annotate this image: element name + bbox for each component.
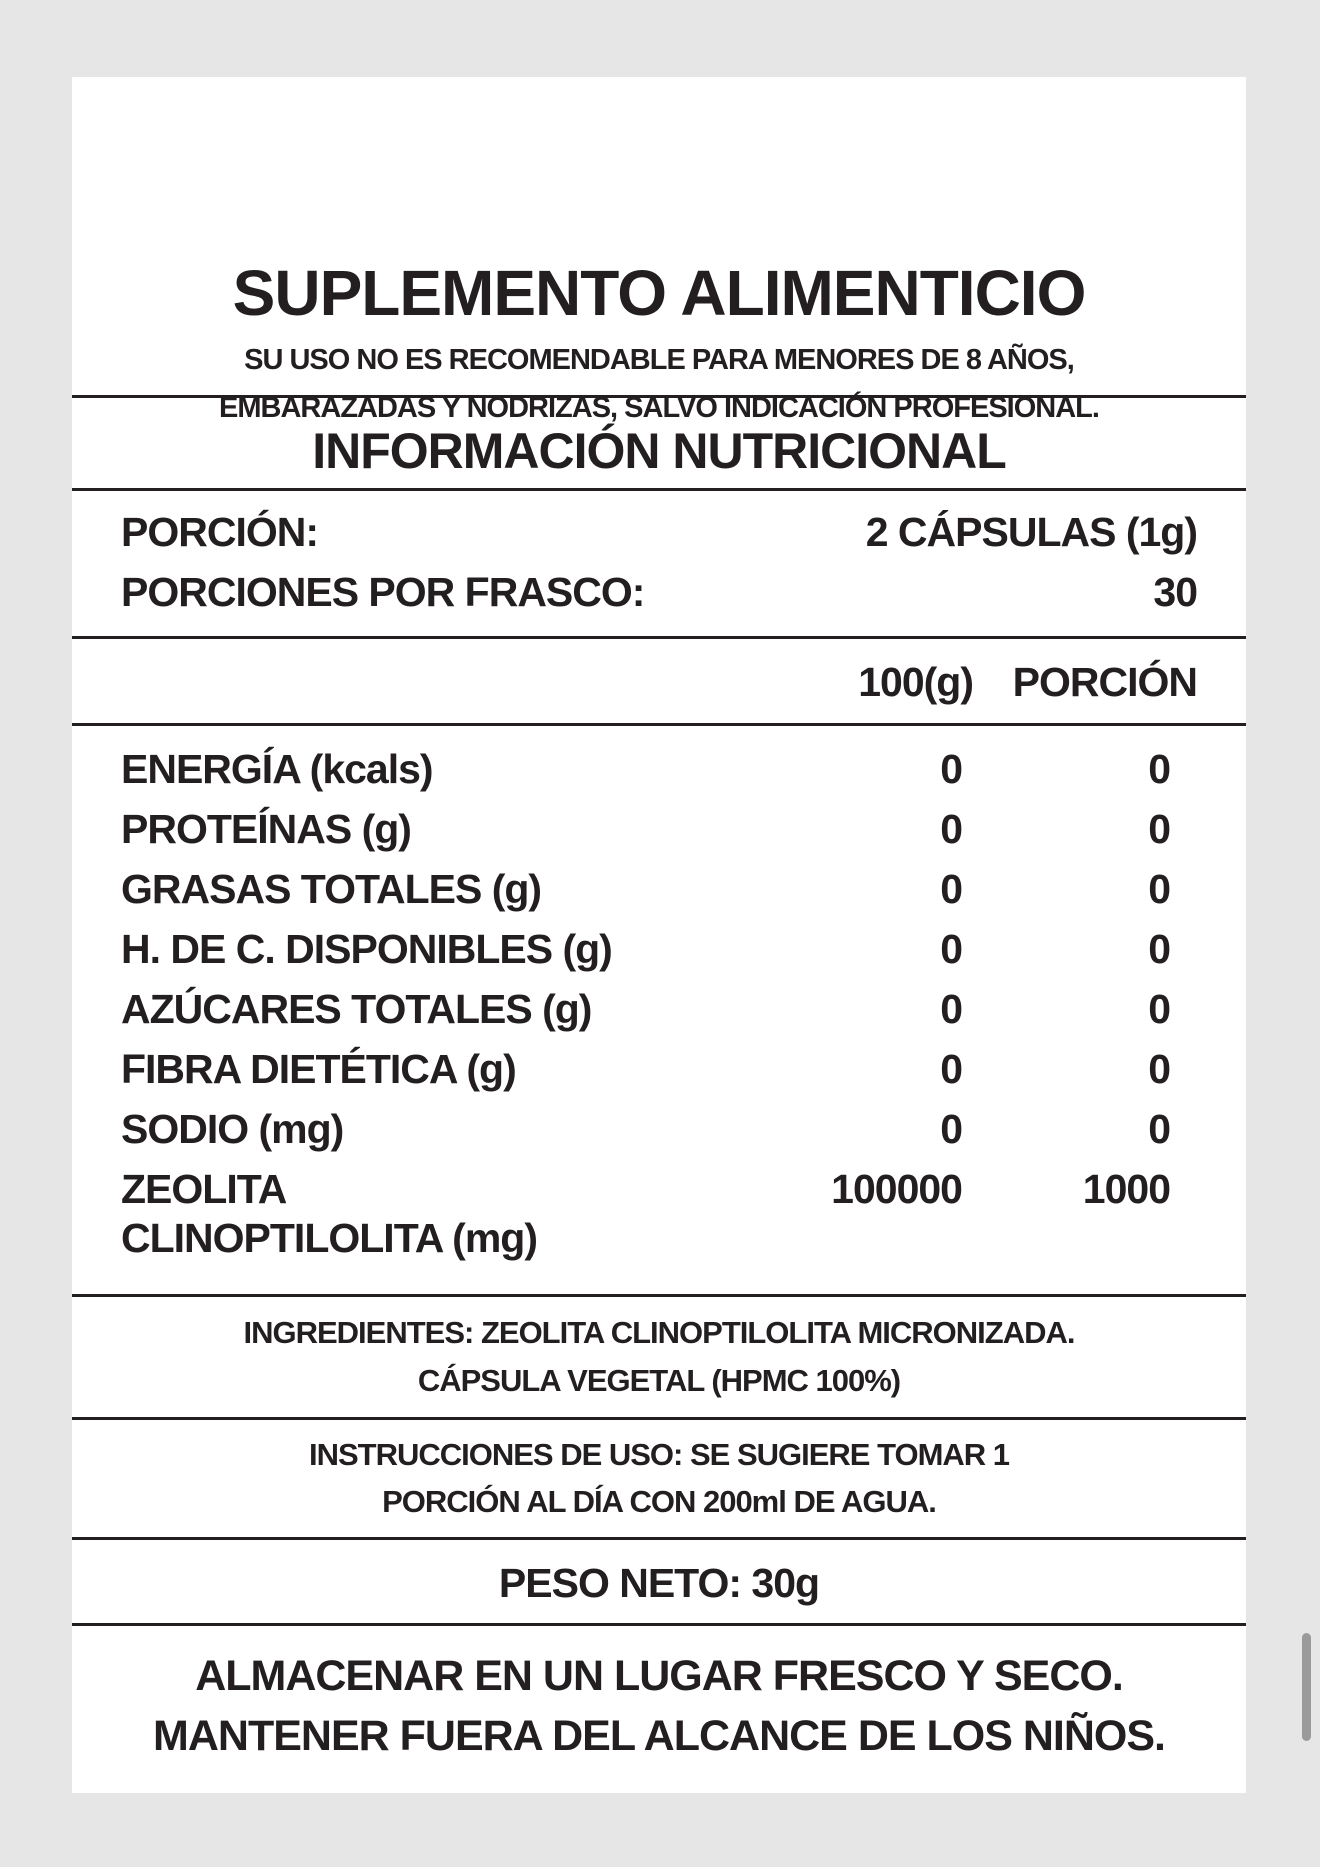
- nutrient-value-100g: 0: [940, 746, 963, 792]
- label-title: SUPLEMENTO ALIMENTICIO: [232, 257, 1087, 329]
- nutrient-label: AZÚCARES TOTALES (g): [121, 986, 592, 1032]
- ingredients-line: CÁPSULA VEGETAL (HPMC 100%): [417, 1363, 901, 1398]
- nutrient-value-100g: 0: [940, 866, 963, 912]
- nutrient-value-100g: 0: [940, 926, 963, 972]
- nutrition-label: SUPLEMENTO ALIMENTICIO SU USO NO ES RECO…: [72, 77, 1246, 1793]
- nutrient-value-portion: 0: [1148, 866, 1171, 912]
- nutrition-title: INFORMACIÓN NUTRICIONAL: [312, 423, 1007, 479]
- nutrient-label: SODIO (mg): [121, 1106, 344, 1152]
- warning-line: SU USO NO ES RECOMENDABLE PARA MENORES D…: [244, 344, 1075, 376]
- column-header-portion: PORCIÓN: [1012, 659, 1198, 705]
- serving-value: 2 CÁPSULAS (1g): [865, 509, 1198, 555]
- nutrient-label: PROTEÍNAS (g): [121, 806, 412, 852]
- ingredients-line: INGREDIENTES: ZEOLITA CLINOPTILOLITA MIC…: [243, 1315, 1075, 1350]
- divider: [72, 488, 1246, 491]
- storage-line: ALMACENAR EN UN LUGAR FRESCO Y SECO.: [195, 1652, 1124, 1700]
- nutrient-label: ENERGÍA (kcals): [121, 746, 434, 792]
- divider: [72, 723, 1246, 726]
- nutrient-label: FIBRA DIETÉTICA (g): [121, 1046, 517, 1092]
- nutrient-value-100g: 0: [940, 1106, 963, 1152]
- divider: [72, 395, 1246, 398]
- scrollbar[interactable]: [1302, 1633, 1311, 1741]
- servings-value: 30: [1153, 569, 1198, 615]
- nutrient-label: ZEOLITA: [121, 1166, 287, 1212]
- serving-label: PORCIÓN:: [121, 509, 319, 555]
- nutrient-label: GRASAS TOTALES (g): [121, 866, 542, 912]
- nutrient-value-portion: 0: [1148, 746, 1171, 792]
- nutrient-value-100g: 100000: [831, 1166, 963, 1212]
- nutrient-label: H. DE C. DISPONIBLES (g): [121, 926, 613, 972]
- nutrient-label: CLINOPTILOLITA (mg): [121, 1215, 538, 1261]
- nutrient-value-portion: 0: [1148, 986, 1171, 1032]
- net-weight: PESO NETO: 30g: [498, 1560, 820, 1606]
- divider: [72, 1537, 1246, 1540]
- divider: [72, 636, 1246, 639]
- divider: [72, 1294, 1246, 1297]
- servings-label: PORCIONES POR FRASCO:: [121, 569, 645, 615]
- nutrient-value-100g: 0: [940, 806, 963, 852]
- divider: [72, 1623, 1246, 1626]
- column-header-100g: 100(g): [858, 659, 974, 705]
- storage-line: MANTENER FUERA DEL ALCANCE DE LOS NIÑOS.: [153, 1712, 1166, 1760]
- instructions-line: INSTRUCCIONES DE USO: SE SUGIERE TOMAR 1: [308, 1437, 1010, 1472]
- instructions-line: PORCIÓN AL DÍA CON 200ml DE AGUA.: [382, 1484, 937, 1519]
- nutrient-value-portion: 0: [1148, 1046, 1171, 1092]
- nutrient-value-portion: 0: [1148, 806, 1171, 852]
- warning-line: EMBARAZADAS Y NODRIZAS, SALVO INDICACIÓN…: [219, 392, 1100, 424]
- nutrient-value-portion: 1000: [1082, 1166, 1171, 1212]
- nutrient-value-100g: 0: [940, 986, 963, 1032]
- nutrient-value-100g: 0: [940, 1046, 963, 1092]
- nutrient-value-portion: 0: [1148, 926, 1171, 972]
- divider: [72, 1417, 1246, 1420]
- nutrient-value-portion: 0: [1148, 1106, 1171, 1152]
